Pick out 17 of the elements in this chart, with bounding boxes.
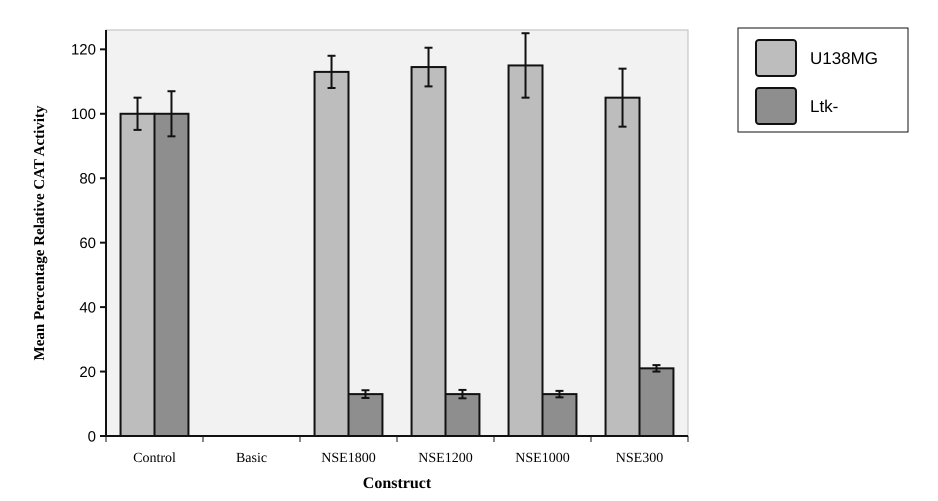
legend-label: U138MG xyxy=(810,48,878,68)
x-tick-label: Basic xyxy=(236,451,268,466)
y-tick-label: 100 xyxy=(70,106,96,124)
x-tick-label: NSE300 xyxy=(616,451,664,466)
y-tick-label: 60 xyxy=(79,234,96,252)
x-tick-label: NSE1200 xyxy=(418,451,473,466)
x-tick-label: NSE1800 xyxy=(321,451,376,466)
y-tick-label: 40 xyxy=(79,299,96,316)
y-tick-label: 0 xyxy=(88,428,96,446)
y-axis-title: Mean Percentage Relative CAT Activity xyxy=(32,105,48,360)
x-tick-label: Control xyxy=(133,451,176,466)
y-tick-label: 120 xyxy=(70,42,96,59)
legend-label: Ltk- xyxy=(810,96,838,116)
x-tick-label: NSE1000 xyxy=(515,451,570,466)
y-tick-label: 80 xyxy=(79,170,96,188)
y-tick-label: 20 xyxy=(79,364,96,381)
x-axis-title: Construct xyxy=(362,475,432,492)
